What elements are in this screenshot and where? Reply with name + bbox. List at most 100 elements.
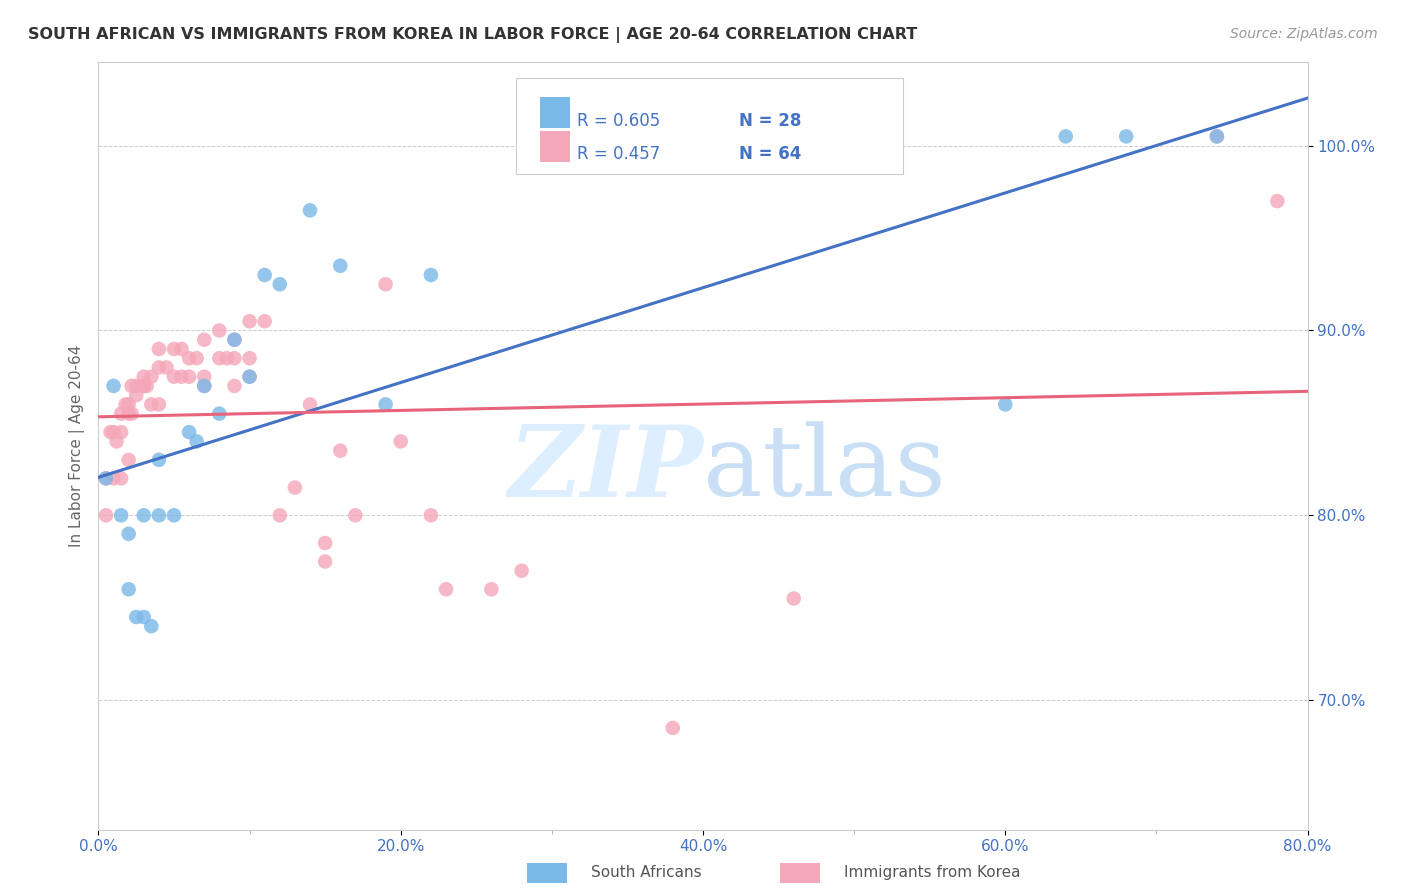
Text: N = 28: N = 28	[740, 112, 801, 130]
Point	[179, 425, 201, 439]
Point	[163, 369, 186, 384]
Point	[374, 397, 396, 411]
Point	[224, 333, 246, 347]
Point	[269, 277, 291, 292]
Point	[170, 369, 193, 384]
Point	[284, 481, 307, 495]
Point	[163, 508, 186, 523]
Point	[420, 268, 443, 282]
Point	[374, 277, 396, 292]
Point	[132, 379, 155, 393]
Text: R = 0.605: R = 0.605	[578, 112, 661, 130]
Point	[239, 314, 262, 328]
Bar	[540, 97, 569, 128]
Point	[208, 351, 231, 366]
Point	[170, 342, 193, 356]
Point	[118, 582, 141, 597]
Point	[132, 610, 155, 624]
Point	[253, 314, 276, 328]
Point	[179, 351, 201, 366]
Point	[193, 369, 215, 384]
Point	[125, 388, 148, 402]
Point	[179, 369, 201, 384]
Point	[186, 351, 208, 366]
Point	[224, 351, 246, 366]
Point	[148, 397, 170, 411]
Point	[155, 360, 177, 375]
Text: atlas: atlas	[703, 421, 946, 516]
Point	[193, 379, 215, 393]
Point	[239, 351, 262, 366]
Text: South Africans: South Africans	[591, 865, 702, 880]
Text: R = 0.457: R = 0.457	[578, 145, 661, 162]
Point	[1115, 129, 1137, 144]
Point	[661, 721, 683, 735]
Point	[135, 379, 157, 393]
Point	[103, 471, 125, 485]
Point	[110, 425, 132, 439]
Point	[481, 582, 503, 597]
Point	[110, 508, 132, 523]
Point	[329, 259, 352, 273]
Point	[105, 434, 128, 449]
Point	[224, 379, 246, 393]
Point	[344, 508, 367, 523]
Point	[94, 471, 117, 485]
Point	[103, 425, 125, 439]
Point	[121, 379, 143, 393]
Point	[148, 342, 170, 356]
Point	[239, 369, 262, 384]
Point	[103, 379, 125, 393]
Point	[224, 333, 246, 347]
Point	[434, 582, 457, 597]
Point	[118, 453, 141, 467]
Point	[121, 407, 143, 421]
Point	[1206, 129, 1229, 144]
Text: SOUTH AFRICAN VS IMMIGRANTS FROM KOREA IN LABOR FORCE | AGE 20-64 CORRELATION CH: SOUTH AFRICAN VS IMMIGRANTS FROM KOREA I…	[28, 27, 917, 43]
Point	[125, 379, 148, 393]
Point	[1206, 129, 1229, 144]
Point	[389, 434, 412, 449]
Bar	[540, 131, 569, 162]
Point	[148, 453, 170, 467]
Point	[141, 619, 163, 633]
Text: Source: ZipAtlas.com: Source: ZipAtlas.com	[1230, 27, 1378, 41]
Point	[329, 443, 352, 458]
Point	[1054, 129, 1077, 144]
Point	[208, 323, 231, 337]
Point	[783, 591, 806, 606]
Point	[132, 369, 155, 384]
Point	[314, 536, 336, 550]
Point	[114, 397, 136, 411]
Point	[141, 369, 163, 384]
Point	[94, 508, 117, 523]
Point	[100, 425, 122, 439]
Point	[193, 333, 215, 347]
FancyBboxPatch shape	[516, 78, 903, 174]
Point	[118, 526, 141, 541]
Point	[110, 471, 132, 485]
Point	[163, 342, 186, 356]
Point	[1267, 194, 1289, 208]
Point	[510, 564, 533, 578]
Text: Immigrants from Korea: Immigrants from Korea	[844, 865, 1021, 880]
Point	[132, 379, 155, 393]
Point	[215, 351, 238, 366]
Point	[314, 555, 336, 569]
Point	[148, 360, 170, 375]
Point	[186, 434, 208, 449]
Point	[420, 508, 443, 523]
Point	[269, 508, 291, 523]
Text: ZIP: ZIP	[508, 421, 703, 517]
Text: N = 64: N = 64	[740, 145, 801, 162]
Point	[118, 407, 141, 421]
Point	[110, 407, 132, 421]
Point	[193, 379, 215, 393]
Point	[239, 369, 262, 384]
Point	[125, 610, 148, 624]
Point	[94, 471, 117, 485]
Point	[148, 508, 170, 523]
Point	[208, 407, 231, 421]
Point	[132, 508, 155, 523]
Point	[299, 397, 322, 411]
